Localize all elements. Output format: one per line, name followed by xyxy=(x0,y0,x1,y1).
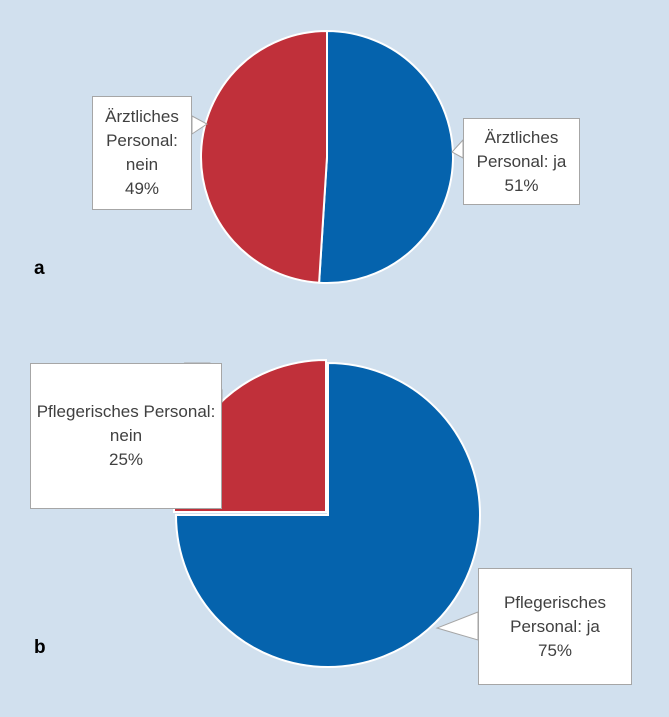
value-label: 49% xyxy=(124,179,160,198)
pie-slice xyxy=(174,361,481,668)
value-label: 75% xyxy=(537,640,573,660)
data-label-box: Pflegerisches Personal: ja 75% xyxy=(478,568,632,685)
category-label: Ärztliches Personal: nein xyxy=(105,107,179,174)
value-label: 25% xyxy=(108,450,144,469)
category-label: Ärztliches Personal: ja xyxy=(476,127,567,171)
value-label: 51% xyxy=(504,175,539,195)
data-label-box: Ärztliches Personal: nein 49% xyxy=(92,96,192,210)
callout-pointer xyxy=(191,115,208,135)
panel-label: a xyxy=(34,258,45,279)
category-label: Pflegerisches Personal: ja xyxy=(503,592,607,636)
pie-slice xyxy=(200,29,328,284)
data-label-box: Ärztliches Personal: ja 51% xyxy=(463,118,580,205)
panel-label: b xyxy=(34,637,46,658)
data-label-box: Pflegerisches Personal: nein 25% xyxy=(30,363,222,509)
pie-slice xyxy=(318,29,454,284)
category-label: Pflegerisches Personal: nein xyxy=(36,402,216,445)
callout-pointer xyxy=(435,611,479,641)
